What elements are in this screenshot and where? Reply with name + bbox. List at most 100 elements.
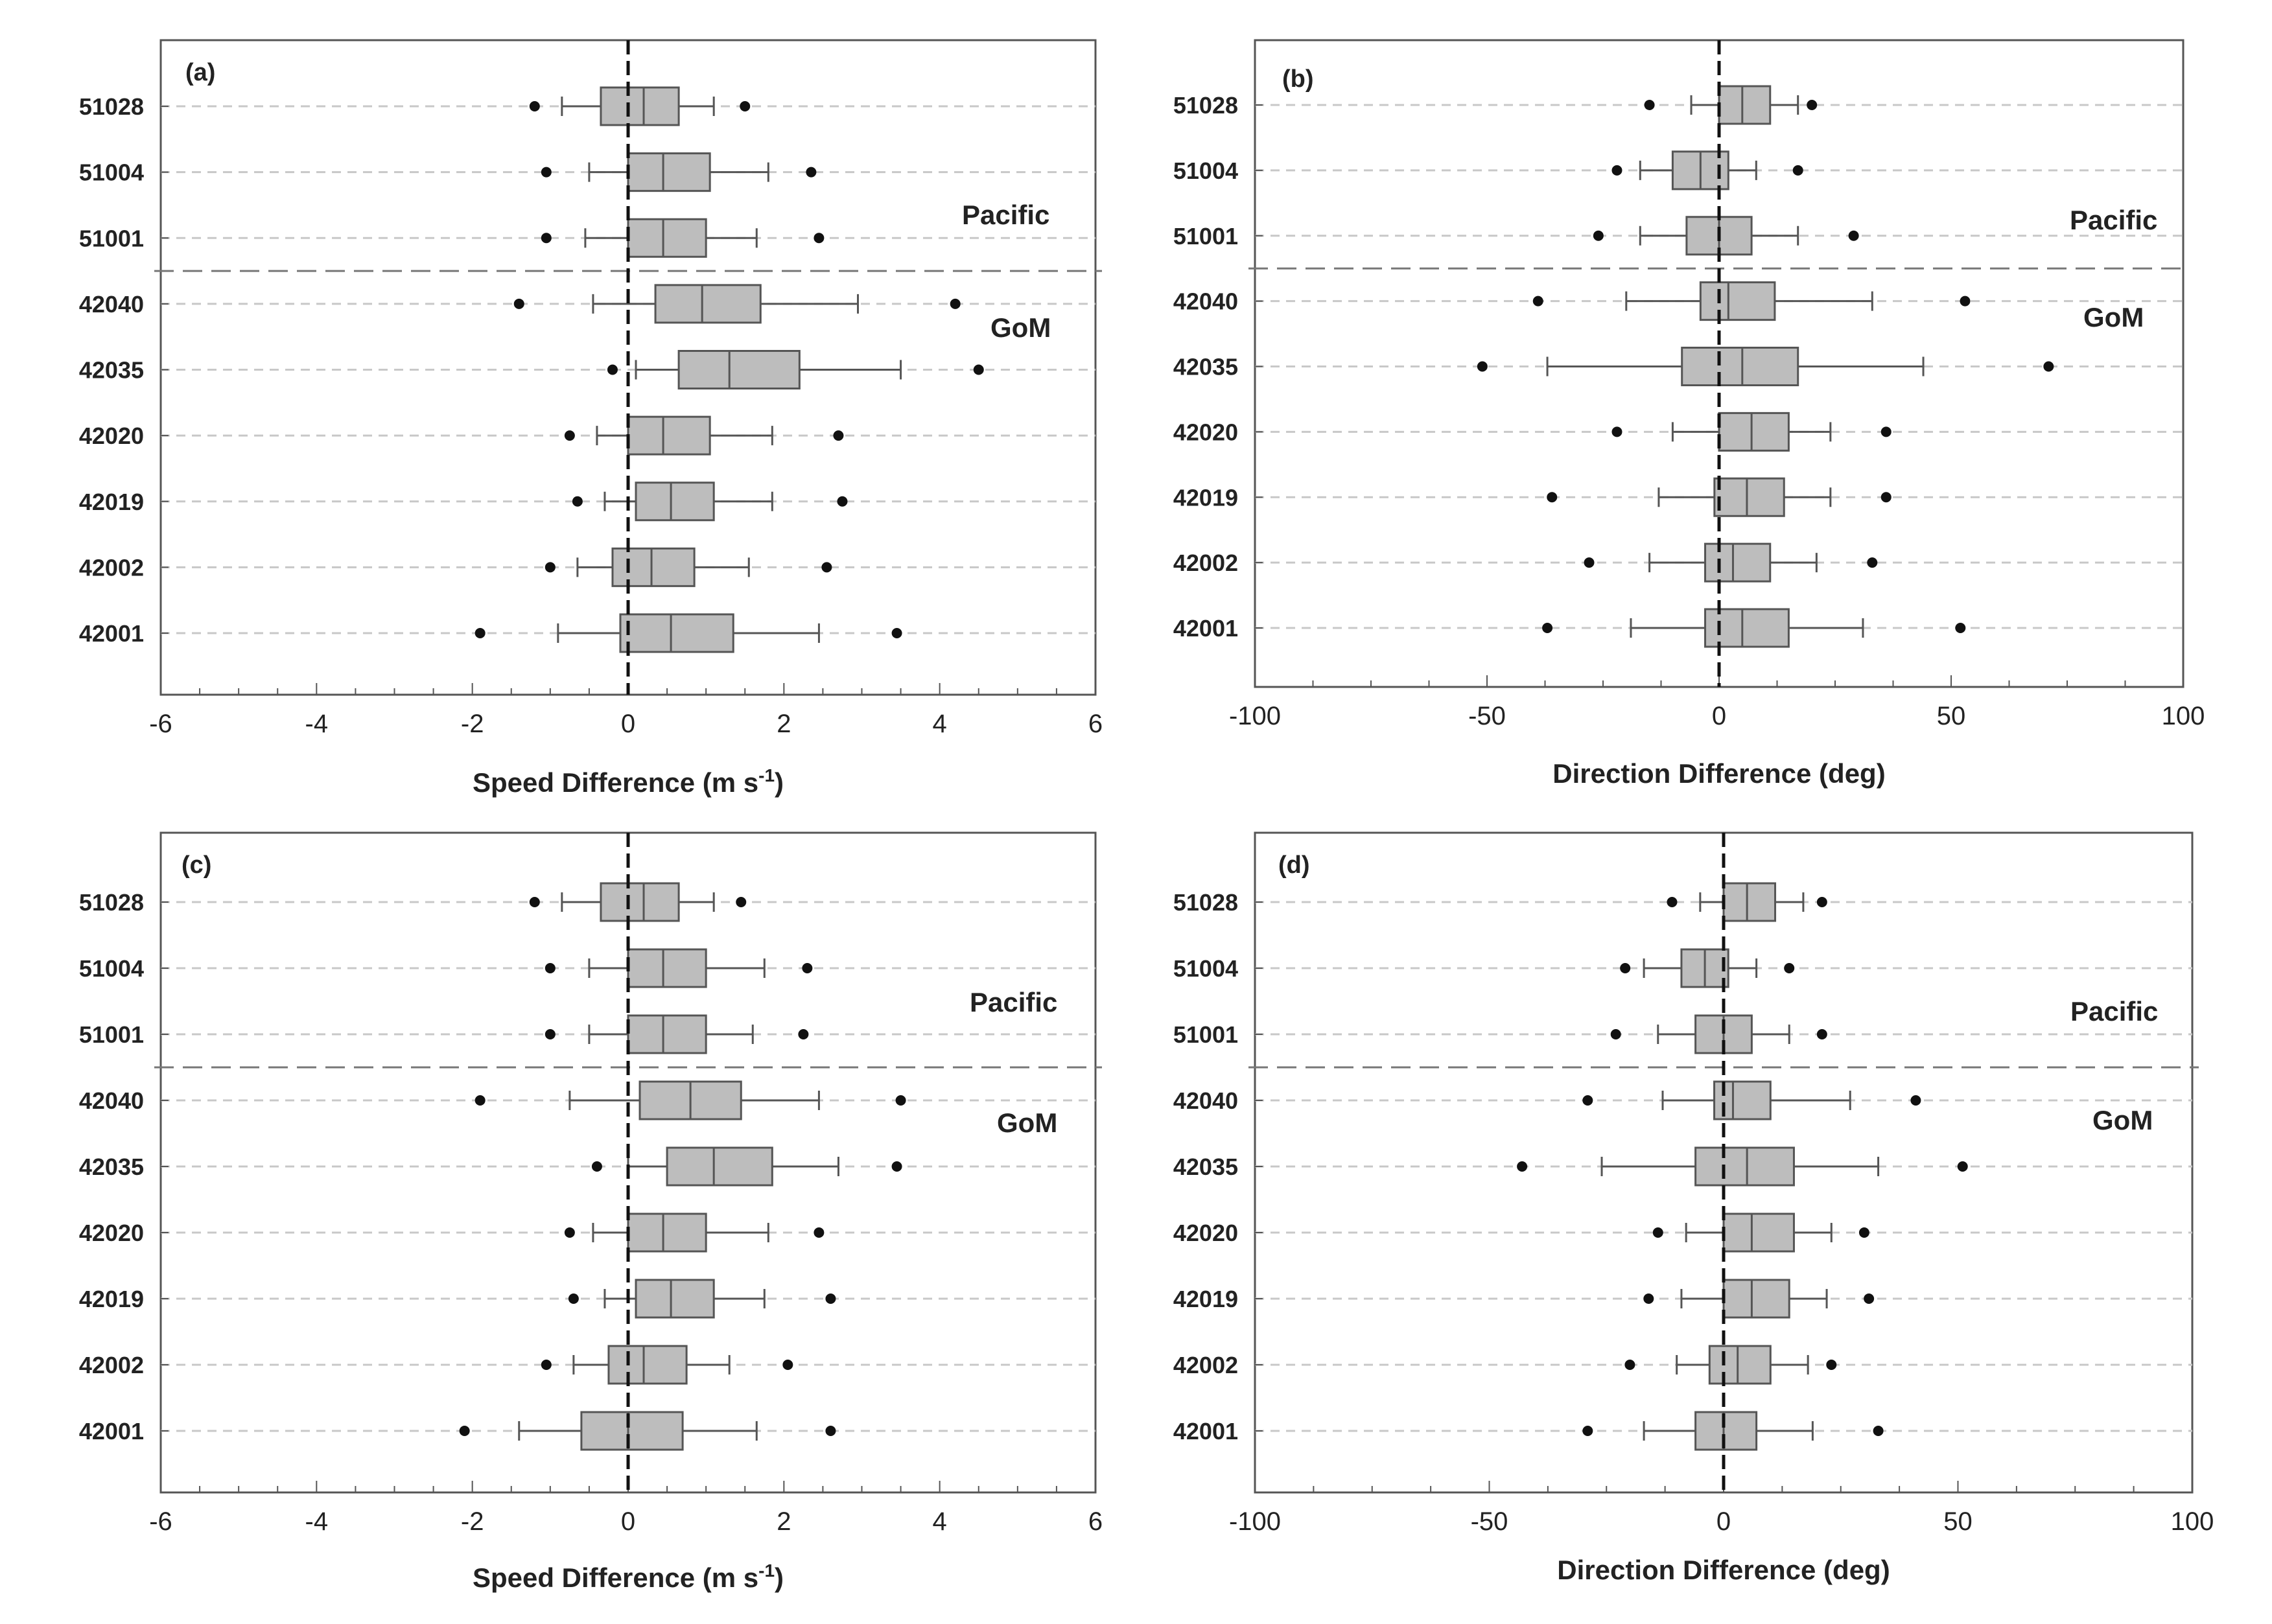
y-tick-label: 42035 <box>1173 354 1238 380</box>
x-tick-label: -2 <box>461 710 484 738</box>
box-42020 <box>1611 412 1891 452</box>
y-tick-label: 51028 <box>79 889 144 916</box>
x-tick-label: -4 <box>305 1507 329 1536</box>
box-42001 <box>459 1411 836 1451</box>
x-tick-label: 6 <box>1088 1507 1103 1536</box>
y-tick-label: 42020 <box>1173 1220 1238 1246</box>
x-tick-label: 100 <box>2162 702 2205 730</box>
region-label-pacific: Pacific <box>2070 996 2158 1027</box>
iqr-box <box>627 218 707 258</box>
iqr-box <box>627 1212 707 1253</box>
box-42019 <box>1643 1279 1875 1319</box>
panel-label: (a) <box>185 59 215 86</box>
y-tick-label: 51001 <box>79 225 144 251</box>
box-42020 <box>564 1212 825 1253</box>
iqr-box <box>677 350 801 389</box>
outlier-high <box>1910 1095 1921 1106</box>
iqr-box <box>1694 1411 1758 1451</box>
y-tick-label: 42020 <box>1173 419 1238 445</box>
panel-b: -100 -50 0 50 100 51028 51004 51001 42040 42035 42… <box>1173 39 2205 789</box>
outlier-high <box>814 1227 825 1238</box>
outlier-low <box>541 167 552 178</box>
box-51004 <box>1620 948 1795 988</box>
outlier-high <box>1864 1293 1875 1304</box>
box-51001 <box>541 218 825 258</box>
iqr-box <box>627 948 707 988</box>
y-tick-label: 42002 <box>1173 550 1238 576</box>
y-tick-label: 42020 <box>79 1220 144 1246</box>
y-tick-label: 42020 <box>79 423 144 449</box>
outlier-high <box>1858 1227 1869 1238</box>
x-tick-label: -100 <box>1229 702 1281 730</box>
outlier-low <box>529 101 540 111</box>
iqr-box <box>1722 882 1777 922</box>
outlier-high <box>782 1360 793 1370</box>
outlier-low <box>1667 897 1678 907</box>
panel-label: (b) <box>1282 65 1314 93</box>
iqr-box <box>611 547 696 587</box>
box-51001 <box>1610 1014 1827 1054</box>
outlier-high <box>1955 623 1966 633</box>
box-42019 <box>572 481 848 522</box>
iqr-box <box>1713 477 1785 517</box>
outlier-high <box>895 1095 906 1106</box>
outlier-low <box>1542 623 1553 633</box>
x-tick-label: 0 <box>1712 702 1726 730</box>
y-tick-label: 42019 <box>79 489 144 515</box>
outlier-low <box>1610 1029 1621 1039</box>
y-tick-label: 42001 <box>1173 615 1238 642</box>
y-tick-label: 51004 <box>1173 955 1238 982</box>
outlier-low <box>572 496 583 507</box>
outlier-high <box>891 1161 902 1172</box>
box-42002 <box>1584 542 1878 583</box>
y-tick-label: 42002 <box>79 554 144 581</box>
x-tick-label: 2 <box>777 1507 791 1536</box>
x-tick-label: -50 <box>1468 702 1506 730</box>
outlier-low <box>474 628 486 638</box>
box-42040 <box>513 284 961 324</box>
outlier-high <box>825 1293 836 1304</box>
y-tick-label: 51028 <box>1173 889 1238 916</box>
region-label-pacific: Pacific <box>2070 205 2157 235</box>
outlier-high <box>825 1426 836 1436</box>
box-42040 <box>474 1080 906 1120</box>
x-axis-label: Direction Difference (deg) <box>1557 1555 1890 1585</box>
outlier-high <box>1880 492 1891 503</box>
panel-label: (c) <box>182 852 211 879</box>
iqr-box <box>666 1146 773 1187</box>
region-label-gom: GoM <box>2092 1105 2153 1135</box>
outlier-low <box>1582 1426 1593 1436</box>
box-42001 <box>1582 1411 1884 1451</box>
iqr-box <box>600 86 680 126</box>
x-tick-label: 2 <box>777 710 791 738</box>
y-tick-label: 51028 <box>79 93 144 120</box>
iqr-box <box>1718 412 1790 452</box>
y-tick-label: 51028 <box>1173 92 1238 119</box>
box-42020 <box>564 415 844 456</box>
x-tick-label: 0 <box>1716 1507 1731 1536</box>
outlier-low <box>1611 165 1622 176</box>
outlier-high <box>1816 897 1827 907</box>
iqr-box <box>1708 1345 1772 1385</box>
x-tick-label: -6 <box>149 1507 172 1536</box>
panel-d: -100 -50 0 50 100 51028 51004 51001 42040 42035 42… <box>1173 831 2214 1585</box>
y-tick-label: 42019 <box>1173 1286 1238 1312</box>
outlier-low <box>513 298 524 309</box>
y-tick-label: 42002 <box>79 1352 144 1378</box>
region-label-gom: GoM <box>997 1108 1057 1138</box>
x-tick-label: 100 <box>2171 1507 2214 1536</box>
x-tick-label: 4 <box>933 710 947 738</box>
region-label-pacific: Pacific <box>962 200 1049 230</box>
y-tick-label: 42035 <box>1173 1154 1238 1180</box>
outlier-high <box>1880 426 1891 437</box>
outlier-low <box>591 1161 602 1172</box>
y-tick-label: 51001 <box>1173 1021 1238 1048</box>
box-51001 <box>545 1014 809 1054</box>
outlier-high <box>837 496 848 507</box>
y-tick-label: 42035 <box>79 1154 144 1180</box>
box-51004 <box>541 152 817 192</box>
outlier-low <box>1644 100 1655 110</box>
outlier-low <box>541 233 552 244</box>
